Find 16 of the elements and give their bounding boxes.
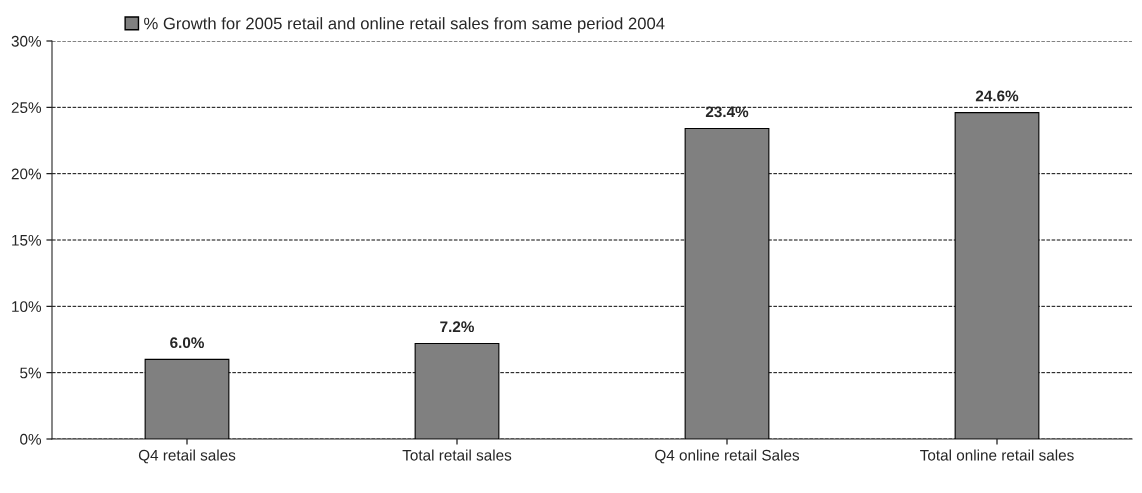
y-tick-label: 10% — [12, 301, 42, 313]
y-tick-label: 20% — [11, 168, 42, 180]
y-tick-label: 30% — [11, 35, 42, 47]
y-tick-label: 0% — [20, 433, 42, 445]
x-tick-label: Total retail sales — [402, 449, 512, 461]
y-tick-label: 15% — [12, 234, 42, 246]
text: 24.6% — [975, 90, 1019, 102]
x-tick-label: Q4 online retail Sales — [655, 449, 800, 464]
text: 23.4% — [705, 106, 749, 118]
text: 6.0% — [170, 337, 205, 349]
y-tick-label: 5% — [20, 367, 42, 379]
legend-label: % Growth for 2005 retail and online retail sales from same period 2004 — [144, 17, 665, 33]
y-tick-label: 25% — [11, 102, 42, 114]
x-tick-label: Q4 retail sales — [138, 449, 236, 464]
text: 7.2% — [440, 321, 475, 333]
x-tick-label: Total online retail sales — [920, 449, 1074, 461]
